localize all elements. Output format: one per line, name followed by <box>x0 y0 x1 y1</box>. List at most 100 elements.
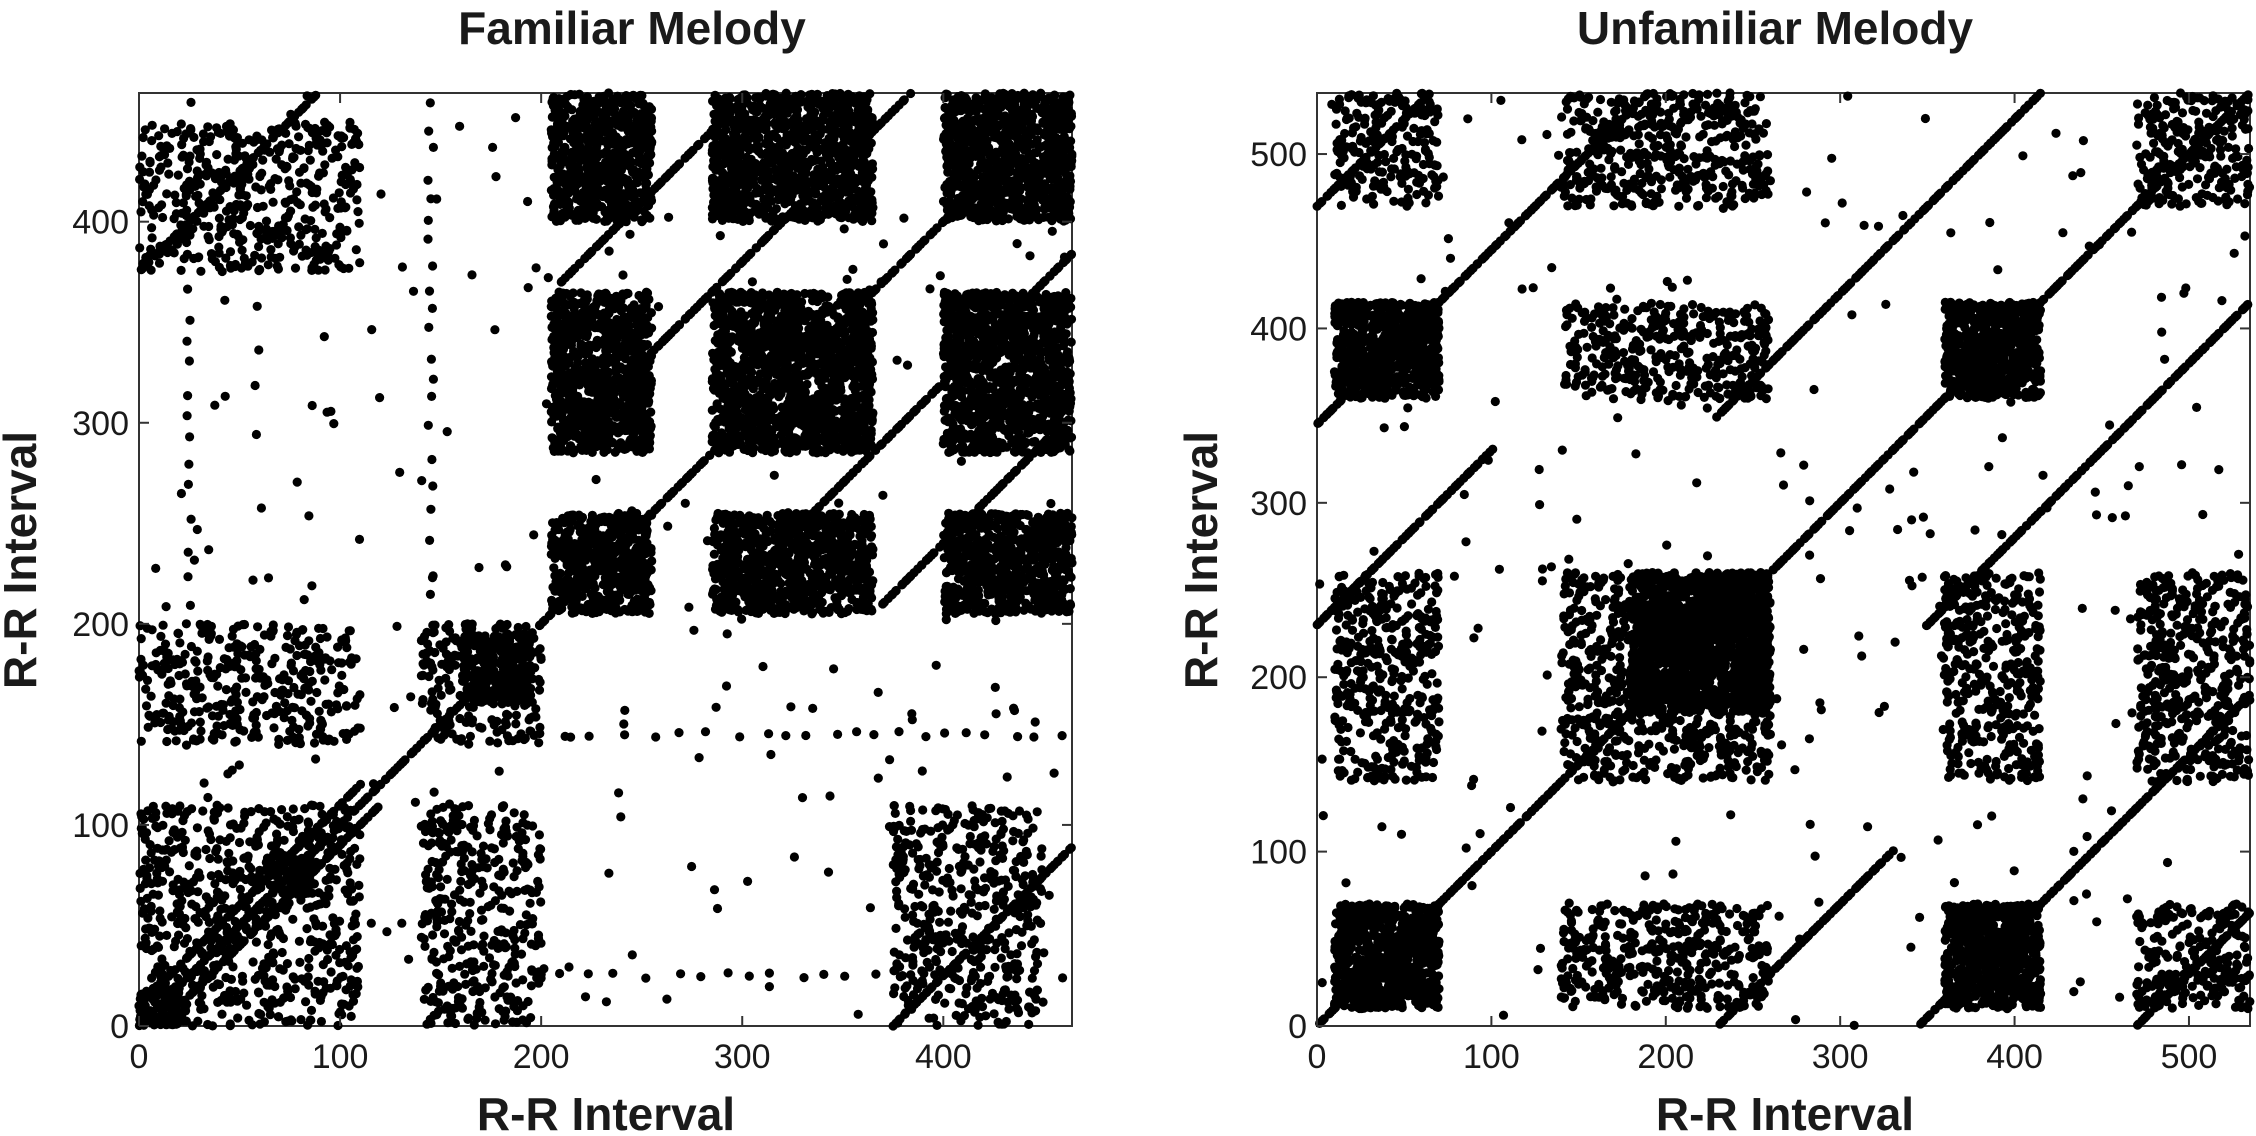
recurrence-point <box>577 523 587 533</box>
recurrence-point <box>833 601 843 612</box>
recurrence-point <box>548 323 559 333</box>
recurrence-point <box>564 542 574 552</box>
recurrence-point <box>640 588 651 598</box>
recurrence-point <box>562 91 572 102</box>
recurrence-point <box>774 299 784 309</box>
recurrence-point <box>709 523 720 534</box>
recurrence-point <box>793 390 804 400</box>
recurrence-point <box>628 167 638 177</box>
recurrence-point <box>743 604 753 614</box>
recurrence-point <box>603 417 614 427</box>
recurrence-point <box>771 440 781 450</box>
recurrence-point <box>780 586 791 597</box>
recurrence-point <box>775 318 786 328</box>
recurrence-point <box>582 92 593 102</box>
recurrence-point <box>794 339 804 349</box>
recurrence-point <box>594 378 604 388</box>
recurrence-point <box>598 339 608 349</box>
recurrence-point <box>615 558 625 568</box>
recurrence-point <box>584 538 594 548</box>
recurrence-point <box>844 604 854 614</box>
recurrence-point <box>619 406 629 416</box>
recurrence-point <box>803 528 813 538</box>
recurrence-point <box>571 120 581 130</box>
recurrence-point <box>758 384 768 394</box>
recurrence-point <box>750 427 761 438</box>
recurrence-point <box>795 556 805 566</box>
recurrence-point <box>611 608 621 618</box>
recurrence-point <box>757 340 768 350</box>
recurrence-point <box>711 383 721 393</box>
recurrence-point <box>620 604 630 615</box>
recurrence-point <box>824 396 834 406</box>
recurrence-point <box>561 578 571 589</box>
recurrence-point <box>773 289 783 299</box>
recurrence-point <box>817 572 827 582</box>
recurrence-point <box>794 402 804 412</box>
recurrence-point <box>828 545 838 555</box>
recurrence-point <box>865 353 875 363</box>
recurrence-point <box>563 446 573 456</box>
recurrence-point <box>569 297 579 307</box>
recurrence-point <box>759 517 769 527</box>
recurrence-point <box>611 357 621 367</box>
recurrence-point <box>847 434 857 444</box>
recurrence-point <box>749 292 759 302</box>
recurrence-point <box>563 568 574 579</box>
recurrence-point <box>643 559 653 569</box>
recurrence-point <box>614 323 624 333</box>
recurrence-point <box>549 563 559 573</box>
recurrence-point <box>760 362 770 372</box>
recurrence-point <box>753 375 763 385</box>
recurrence-point <box>850 392 860 402</box>
recurrence-point <box>603 318 613 328</box>
recurrence-point <box>773 510 783 521</box>
recurrence-point <box>834 565 845 575</box>
recurrence-point <box>808 323 818 333</box>
recurrence-point <box>801 538 811 548</box>
recurrence-point <box>727 308 738 318</box>
recurrence-point <box>612 295 622 305</box>
recurrence-point <box>603 530 613 540</box>
recurrence-point <box>567 149 577 159</box>
recurrence-point <box>611 94 621 104</box>
recurrence-point <box>636 121 646 131</box>
recurrence-point <box>769 603 779 614</box>
recurrence-point <box>586 109 596 119</box>
recurrence-point <box>856 424 866 435</box>
recurrence-point <box>708 587 718 597</box>
recurrence-point <box>579 189 589 200</box>
recurrence-point <box>643 398 653 408</box>
recurrence-point <box>606 561 616 571</box>
recurrence-point <box>808 397 818 407</box>
recurrence-point <box>479 643 489 653</box>
recurrence-point <box>775 412 786 422</box>
recurrence-point <box>836 342 846 352</box>
recurrence-point <box>792 290 802 300</box>
recurrence-point <box>552 378 562 388</box>
recurrence-point <box>786 299 797 309</box>
recurrence-point <box>488 699 499 709</box>
recurrence-point <box>777 329 787 339</box>
recurrence-point <box>748 521 758 532</box>
recurrence-point <box>577 512 588 523</box>
recurrence-point <box>602 604 612 615</box>
recurrence-point <box>809 547 819 557</box>
recurrence-point <box>716 375 727 385</box>
recurrence-point <box>822 606 832 617</box>
recurrence-point <box>643 313 653 323</box>
recurrence-point <box>577 108 587 119</box>
recurrence-point <box>757 444 767 454</box>
recurrence-point <box>639 304 649 314</box>
recurrence-point <box>593 323 603 333</box>
recurrence-point <box>742 323 752 333</box>
recurrence-point <box>825 585 835 595</box>
recurrence-point <box>787 413 797 423</box>
recurrence-point <box>776 430 786 440</box>
familiar-melody-panel: Familiar Melody 0 100 200 300 40001002003004… <box>0 2 1077 1136</box>
recurrence-point <box>634 554 645 564</box>
recurrence-point <box>587 447 597 457</box>
recurrence-point <box>809 363 819 373</box>
recurrence-point <box>859 509 869 520</box>
recurrence-point <box>712 559 723 570</box>
